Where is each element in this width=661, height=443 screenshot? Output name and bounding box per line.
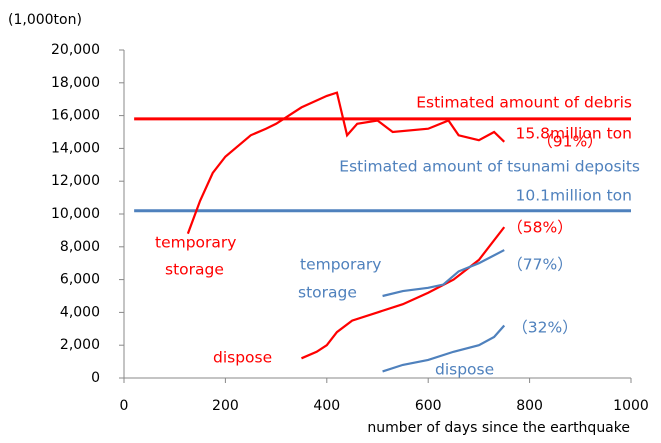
annotation: （32%）	[512, 319, 577, 337]
annotation: 10.1million ton	[516, 187, 632, 205]
y-tick-label: 10,000	[51, 206, 100, 222]
annotation: Estimated amount of tsunami deposits	[339, 158, 640, 176]
series-line	[186, 91, 506, 235]
y-unit: (1,000ton)	[8, 12, 82, 28]
x-tick-label: 0	[120, 398, 129, 414]
annotation: （58%）	[507, 219, 572, 237]
x-tick-label: 400	[313, 398, 340, 414]
annotation: storage	[165, 261, 224, 279]
annotation: storage	[298, 284, 357, 302]
y-tick-label: 18,000	[51, 75, 100, 91]
x-tick-label: 1000	[613, 398, 649, 414]
series-line	[382, 249, 505, 298]
annotation: Estimated amount of debris	[416, 94, 632, 112]
y-tick-label: 8,000	[60, 239, 100, 255]
series-line	[301, 226, 506, 360]
y-tick-label: 0	[91, 370, 100, 386]
y-tick-label: 2,000	[60, 337, 100, 353]
annotation: （77%）	[507, 256, 572, 274]
x-tick-label: 200	[212, 398, 239, 414]
y-tick-label: 6,000	[60, 272, 100, 288]
y-tick-label: 4,000	[60, 304, 100, 320]
y-tick-label: 20,000	[51, 42, 100, 58]
y-tick-label: 16,000	[51, 108, 100, 124]
y-tick-label: 12,000	[51, 173, 100, 189]
annotation: temporary	[155, 234, 236, 252]
y-tick-label: 14,000	[51, 140, 100, 156]
x-tick-label: 800	[516, 398, 543, 414]
annotation: temporary	[300, 256, 381, 274]
annotation: dispose	[213, 349, 272, 367]
x-tick-label: 600	[415, 398, 442, 414]
annotation: （91%）	[537, 133, 602, 151]
x-axis-label: number of days since the earthquake	[367, 420, 630, 436]
annotation: 15.8million ton	[516, 125, 632, 143]
annotation: dispose	[435, 361, 494, 379]
series-line	[382, 324, 506, 373]
